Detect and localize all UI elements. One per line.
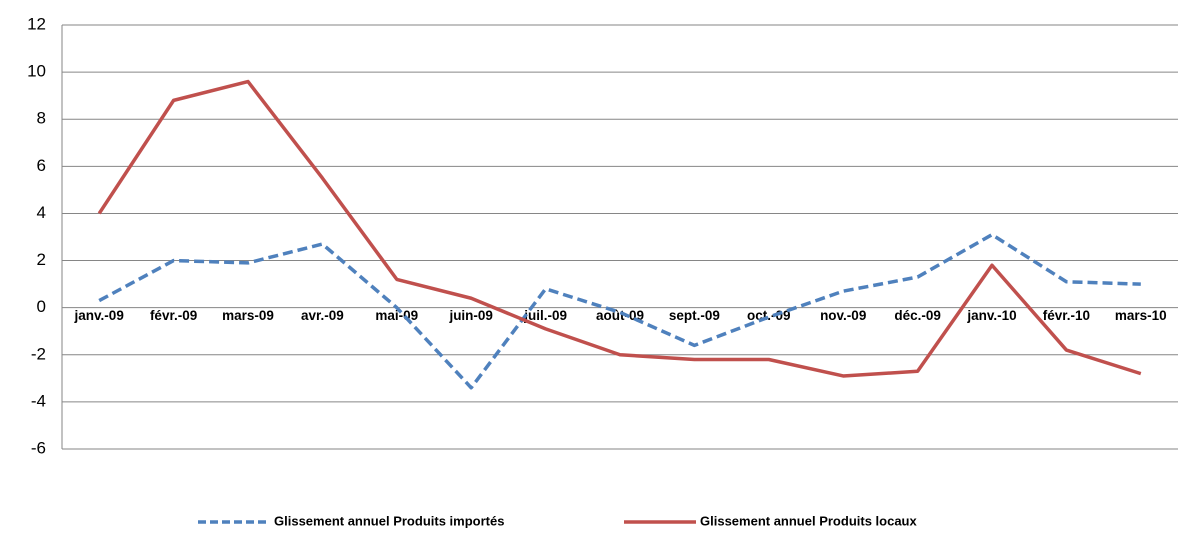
x-tick-label: févr.-10 (1043, 308, 1090, 323)
x-tick-label: févr.-09 (150, 308, 197, 323)
y-tick-label: 4 (37, 203, 46, 222)
x-tick-label: mars-10 (1115, 308, 1167, 323)
y-tick-label: 8 (37, 109, 46, 128)
y-tick-label: -4 (31, 391, 46, 410)
x-tick-label: janv.-09 (74, 308, 124, 323)
x-tick-label: avr.-09 (301, 308, 344, 323)
series-line (97, 79, 1142, 378)
legend-label: Glissement annuel Produits locaux (700, 513, 917, 528)
x-tick-label: juil.-09 (523, 308, 567, 323)
x-tick-label: nov.-09 (820, 308, 866, 323)
x-tick-label: mars-09 (222, 308, 274, 323)
x-tick-label: juin-09 (448, 308, 493, 323)
y-tick-label: 0 (37, 297, 46, 316)
y-tick-label: 12 (27, 14, 46, 33)
y-tick-label: -6 (31, 438, 46, 457)
series-line (98, 232, 1141, 390)
y-tick-label: -2 (31, 344, 46, 363)
x-tick-label: oct.-09 (747, 308, 791, 323)
x-tick-label: mai-09 (375, 308, 418, 323)
x-tick-label: août-09 (596, 308, 644, 323)
x-tick-label: sept.-09 (669, 308, 720, 323)
y-tick-label: 10 (27, 62, 46, 81)
legend-label: Glissement annuel Produits importés (274, 513, 504, 528)
y-tick-label: 2 (37, 250, 46, 269)
x-tick-label: déc.-09 (894, 308, 941, 323)
x-tick-label: janv.-10 (966, 308, 1016, 323)
y-tick-label: 6 (37, 156, 46, 175)
